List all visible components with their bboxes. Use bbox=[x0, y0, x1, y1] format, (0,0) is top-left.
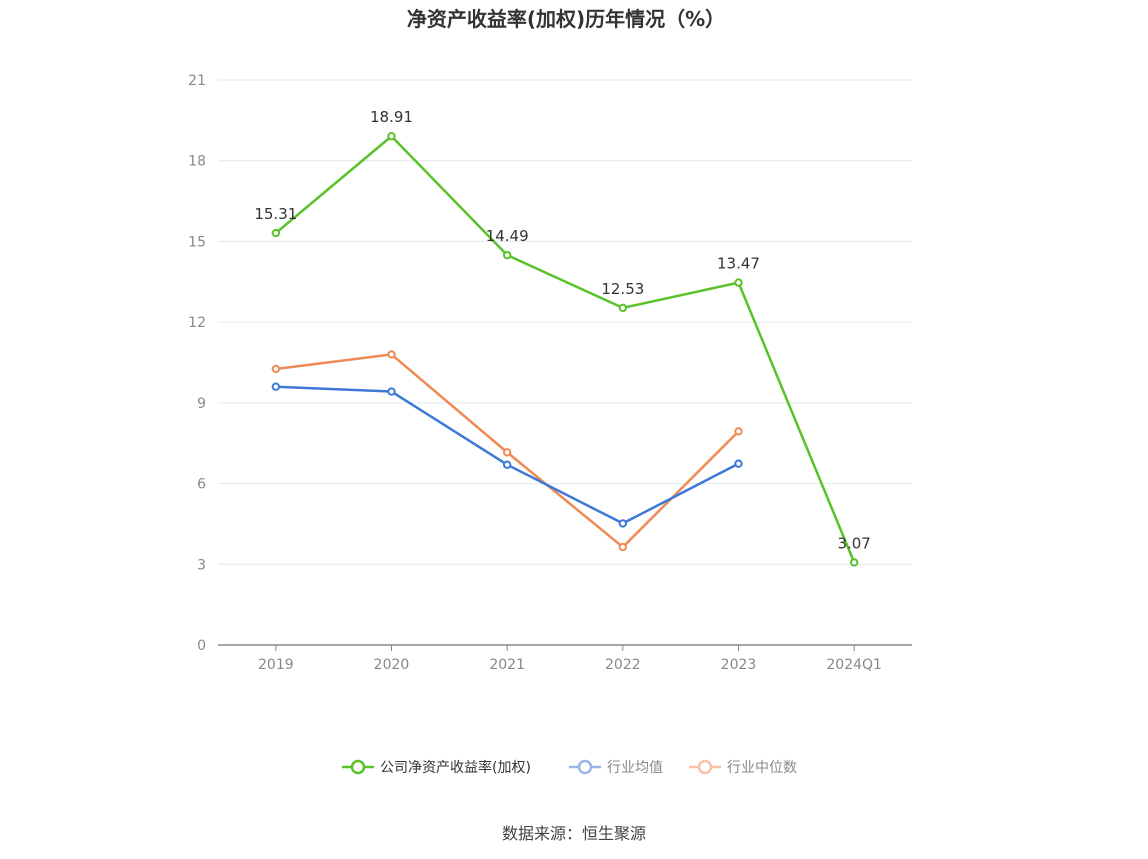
data-point bbox=[502, 460, 512, 469]
x-tick-label: 2020 bbox=[374, 657, 410, 673]
data-label: 14.49 bbox=[486, 227, 529, 245]
legend-label: 行业均值 bbox=[607, 760, 663, 776]
legend: 公司净资产收益率(加权) 行业均值 行业中位数 bbox=[342, 759, 797, 776]
data-point bbox=[734, 459, 743, 468]
data-label: 3.07 bbox=[837, 534, 870, 552]
y-tick-label: 6 bbox=[197, 477, 206, 493]
data-point bbox=[618, 542, 628, 552]
y-tick-label: 18 bbox=[188, 154, 206, 170]
legend-marker bbox=[577, 759, 593, 775]
data-point bbox=[618, 519, 628, 528]
legend-item: 行业中位数 bbox=[689, 759, 797, 776]
data-label: 13.47 bbox=[717, 255, 760, 273]
legend-item: 公司净资产收益率(加权) bbox=[342, 759, 531, 776]
y-tick-label: 12 bbox=[188, 315, 206, 331]
y-tick-label: 3 bbox=[197, 557, 206, 573]
x-tick-label: 2022 bbox=[605, 657, 641, 673]
y-tick-label: 15 bbox=[188, 234, 206, 250]
grid-lines bbox=[218, 79, 912, 565]
legend-label: 公司净资产收益率(加权) bbox=[380, 759, 531, 776]
data-label: 15.31 bbox=[254, 205, 297, 223]
y-tick-label: 9 bbox=[197, 396, 206, 412]
x-tick-label: 2021 bbox=[489, 657, 525, 673]
x-tick-label: 2019 bbox=[258, 657, 294, 673]
data-label: 12.53 bbox=[601, 280, 644, 298]
data-label: 18.91 bbox=[370, 108, 413, 126]
data-point bbox=[502, 448, 512, 457]
series-group bbox=[271, 132, 859, 567]
data-point bbox=[387, 132, 396, 141]
data-point bbox=[734, 427, 743, 436]
data-point bbox=[387, 350, 396, 359]
data-point bbox=[387, 387, 396, 396]
data-point bbox=[271, 382, 281, 391]
series-line bbox=[275, 134, 856, 563]
legend-item: 行业均值 bbox=[569, 759, 663, 776]
y-tick-label: 21 bbox=[188, 73, 206, 89]
x-axis: 2019 2020 2021 2022 2023 2024Q1 bbox=[218, 644, 912, 673]
chart-title: 净资产收益率(加权)历年情况（%） bbox=[407, 7, 725, 31]
data-point bbox=[618, 303, 628, 313]
data-point bbox=[271, 228, 281, 238]
x-tick-label: 2023 bbox=[721, 657, 757, 673]
legend-label: 行业中位数 bbox=[727, 760, 797, 776]
legend-marker bbox=[350, 759, 366, 775]
legend-marker bbox=[697, 759, 713, 775]
data-point bbox=[849, 558, 859, 567]
data-point bbox=[502, 250, 512, 260]
data-labels: 15.31 18.91 14.49 12.53 13.47 3.07 bbox=[254, 108, 871, 552]
source-note: 数据来源：恒生聚源 bbox=[502, 824, 646, 843]
data-point bbox=[734, 278, 743, 287]
y-tick-label: 0 bbox=[197, 638, 206, 654]
data-point bbox=[271, 364, 281, 374]
x-tick-label: 2024Q1 bbox=[826, 657, 882, 673]
y-axis: 0 3 6 9 12 15 18 21 bbox=[188, 73, 206, 654]
